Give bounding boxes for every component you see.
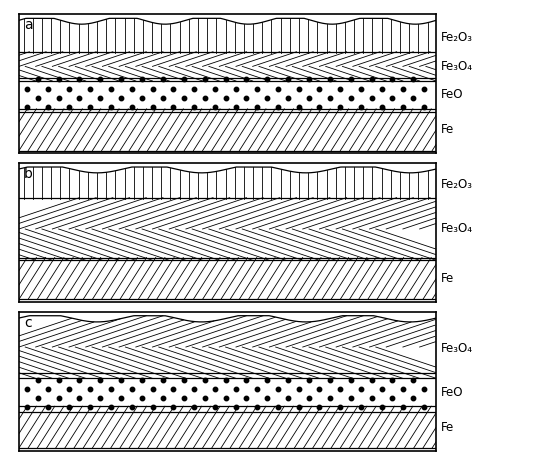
Text: c: c [24, 316, 31, 330]
Text: Fe₂O₃: Fe₂O₃ [441, 31, 473, 44]
Text: FeO: FeO [441, 88, 464, 101]
Text: Fe₂O₃: Fe₂O₃ [441, 178, 473, 192]
Text: Fe: Fe [441, 421, 455, 434]
Text: Fe: Fe [441, 123, 455, 136]
Text: Fe₃O₄: Fe₃O₄ [441, 222, 473, 236]
Text: a: a [24, 18, 33, 33]
Text: Fe: Fe [441, 272, 455, 285]
Text: Fe₃O₄: Fe₃O₄ [441, 343, 473, 355]
Text: b: b [24, 167, 33, 181]
Text: Fe₃O₄: Fe₃O₄ [441, 60, 473, 73]
Text: FeO: FeO [441, 386, 464, 399]
